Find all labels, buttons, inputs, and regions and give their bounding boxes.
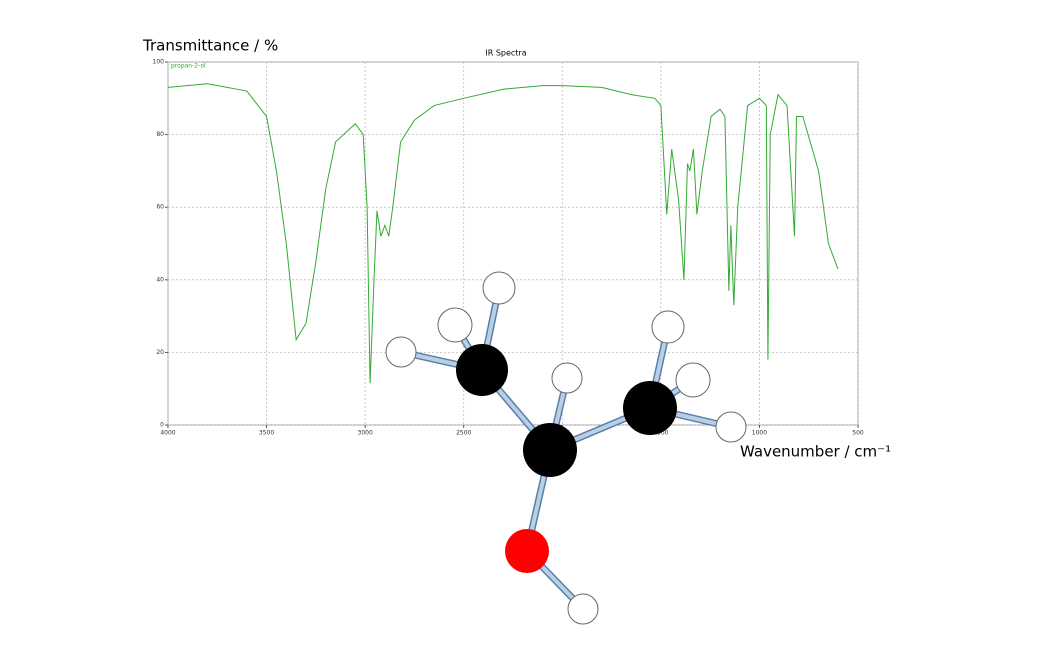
carbon-atom	[623, 381, 677, 435]
hydrogen-atom	[385, 336, 417, 368]
plot-area: 0204060801004000350030002500200015001000…	[153, 59, 864, 437]
hydrogen-atom	[482, 271, 516, 305]
y-axis-label: Transmittance / %	[142, 37, 278, 55]
carbon-atom	[523, 423, 577, 477]
y-tick-label: 0	[160, 422, 164, 429]
x-tick-label: 3000	[358, 430, 373, 437]
y-tick-label: 100	[153, 59, 165, 66]
carbon-atom	[456, 344, 508, 396]
hydrogen-atom	[551, 362, 583, 394]
x-tick-label: 3500	[259, 430, 274, 437]
oxygen-atom	[505, 529, 549, 573]
y-tick-label: 80	[156, 131, 164, 138]
y-tick-label: 40	[156, 276, 164, 283]
hydrogen-atom	[567, 593, 599, 625]
x-axis-label: Wavenumber / cm⁻¹	[740, 443, 891, 461]
x-tick-label: 2500	[456, 430, 471, 437]
molecule	[385, 271, 747, 625]
hydrogen-atom	[437, 307, 473, 343]
x-tick-label: 1500	[653, 430, 668, 437]
x-tick-label: 1000	[752, 430, 767, 437]
x-tick-label: 500	[852, 430, 864, 437]
hydrogen-atom	[715, 411, 747, 443]
legend-label: propan-2-ol	[171, 63, 206, 70]
y-tick-label: 20	[156, 349, 164, 356]
spectrum-line	[167, 83, 839, 384]
plot-frame	[167, 61, 859, 426]
hydrogen-atom	[651, 310, 685, 344]
x-tick-label: 4000	[160, 430, 175, 437]
chart-title: IR Spectra	[485, 49, 526, 58]
hydrogen-atom	[675, 362, 711, 398]
y-tick-label: 60	[156, 204, 164, 211]
